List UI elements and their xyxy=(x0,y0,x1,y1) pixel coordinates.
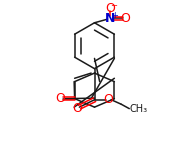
Text: CH₃: CH₃ xyxy=(129,104,147,114)
Text: O: O xyxy=(104,93,114,106)
Text: N: N xyxy=(105,12,115,25)
Text: O: O xyxy=(72,102,82,115)
Text: −: − xyxy=(110,1,117,10)
Text: O: O xyxy=(55,92,65,105)
Text: O: O xyxy=(105,2,115,15)
Text: O: O xyxy=(121,12,131,25)
Text: +: + xyxy=(111,11,118,20)
